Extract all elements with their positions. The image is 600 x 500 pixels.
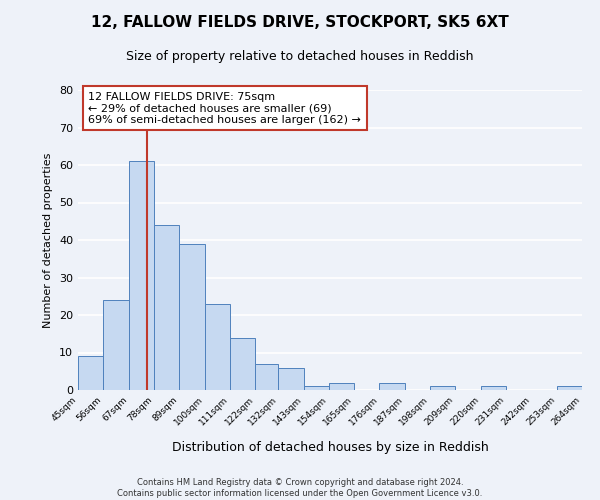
- Bar: [128, 161, 154, 390]
- X-axis label: Distribution of detached houses by size in Reddish: Distribution of detached houses by size …: [172, 441, 488, 454]
- Bar: [103, 300, 128, 390]
- Bar: [430, 386, 455, 390]
- Bar: [205, 304, 230, 390]
- Text: 12 FALLOW FIELDS DRIVE: 75sqm
← 29% of detached houses are smaller (69)
69% of s: 12 FALLOW FIELDS DRIVE: 75sqm ← 29% of d…: [88, 92, 361, 124]
- Bar: [304, 386, 329, 390]
- Bar: [179, 244, 205, 390]
- Bar: [481, 386, 506, 390]
- Bar: [230, 338, 255, 390]
- Bar: [557, 386, 582, 390]
- Bar: [78, 356, 103, 390]
- Text: Size of property relative to detached houses in Reddish: Size of property relative to detached ho…: [126, 50, 474, 63]
- Bar: [154, 225, 179, 390]
- Y-axis label: Number of detached properties: Number of detached properties: [43, 152, 53, 328]
- Text: 12, FALLOW FIELDS DRIVE, STOCKPORT, SK5 6XT: 12, FALLOW FIELDS DRIVE, STOCKPORT, SK5 …: [91, 15, 509, 30]
- Bar: [379, 382, 405, 390]
- Bar: [329, 382, 354, 390]
- Bar: [278, 368, 304, 390]
- Bar: [255, 364, 278, 390]
- Text: Contains HM Land Registry data © Crown copyright and database right 2024.
Contai: Contains HM Land Registry data © Crown c…: [118, 478, 482, 498]
